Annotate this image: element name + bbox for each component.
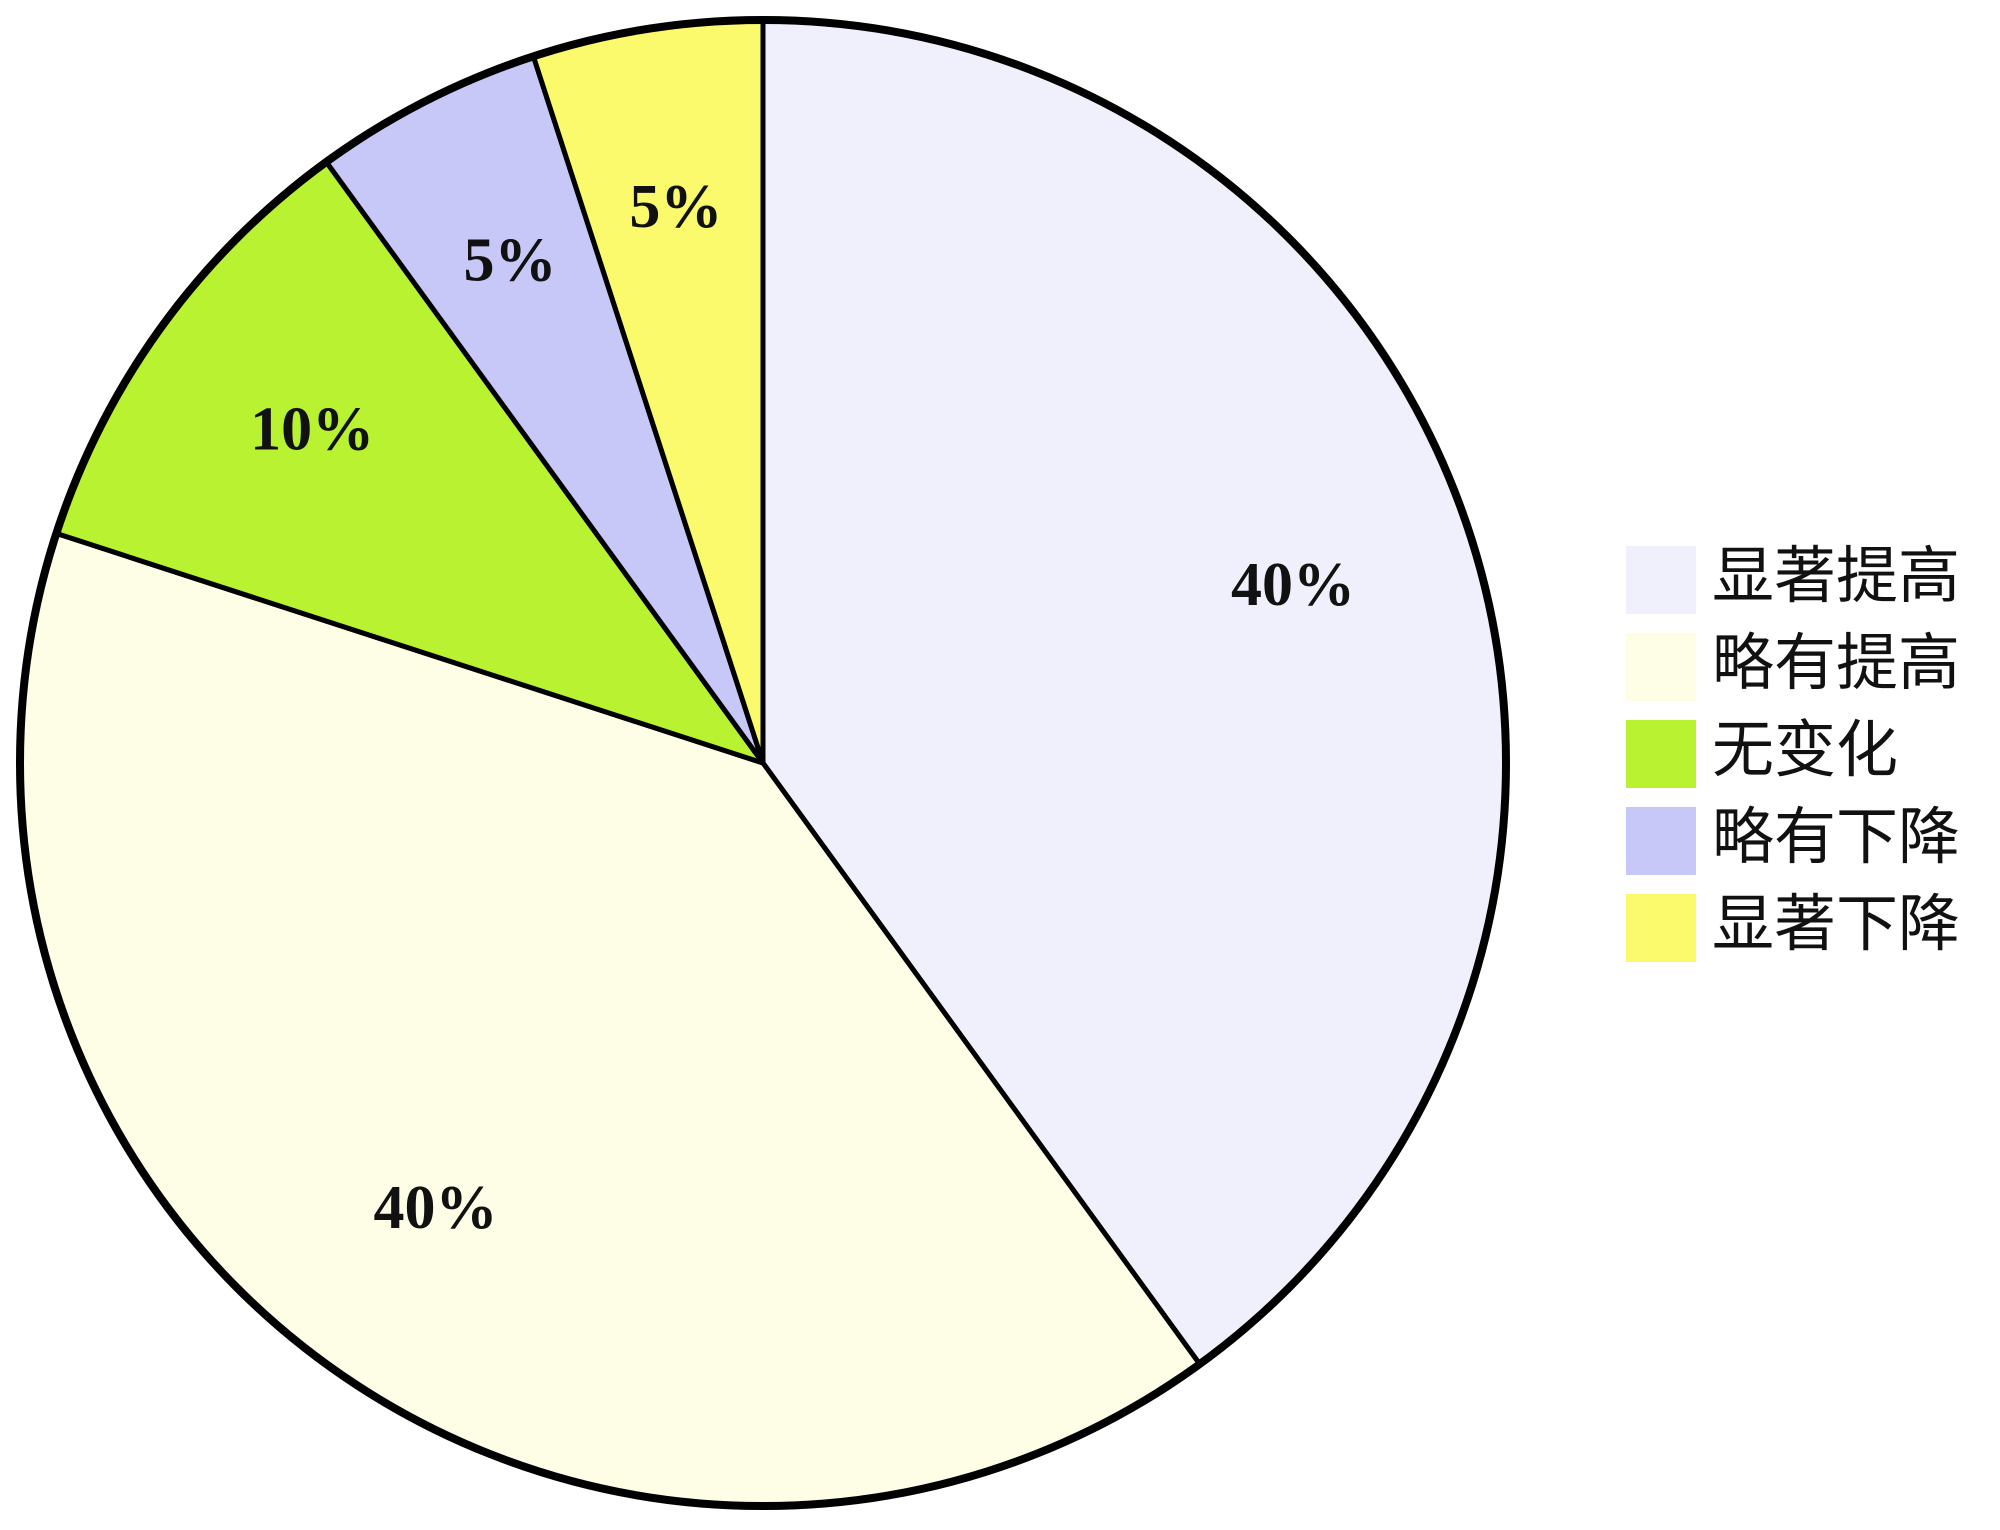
pie-outline <box>16 16 1510 1510</box>
legend-label: 显著提高 <box>1712 539 1960 612</box>
slice-label: 40% <box>1231 551 1355 619</box>
legend-label: 显著下降 <box>1712 887 1960 960</box>
legend-swatch <box>1626 720 1696 788</box>
legend-swatch <box>1626 633 1696 701</box>
legend-swatch <box>1626 546 1696 614</box>
legend-label: 略有下降 <box>1712 800 1960 873</box>
slice-label: 5% <box>464 227 557 295</box>
legend-label: 无变化 <box>1712 713 1898 786</box>
legend-label: 略有提高 <box>1712 626 1960 699</box>
slice-label: 5% <box>629 173 722 241</box>
slice-label: 10% <box>250 396 374 464</box>
legend-swatch <box>1626 894 1696 962</box>
slice-label: 40% <box>373 1174 497 1242</box>
legend-swatch <box>1626 807 1696 875</box>
